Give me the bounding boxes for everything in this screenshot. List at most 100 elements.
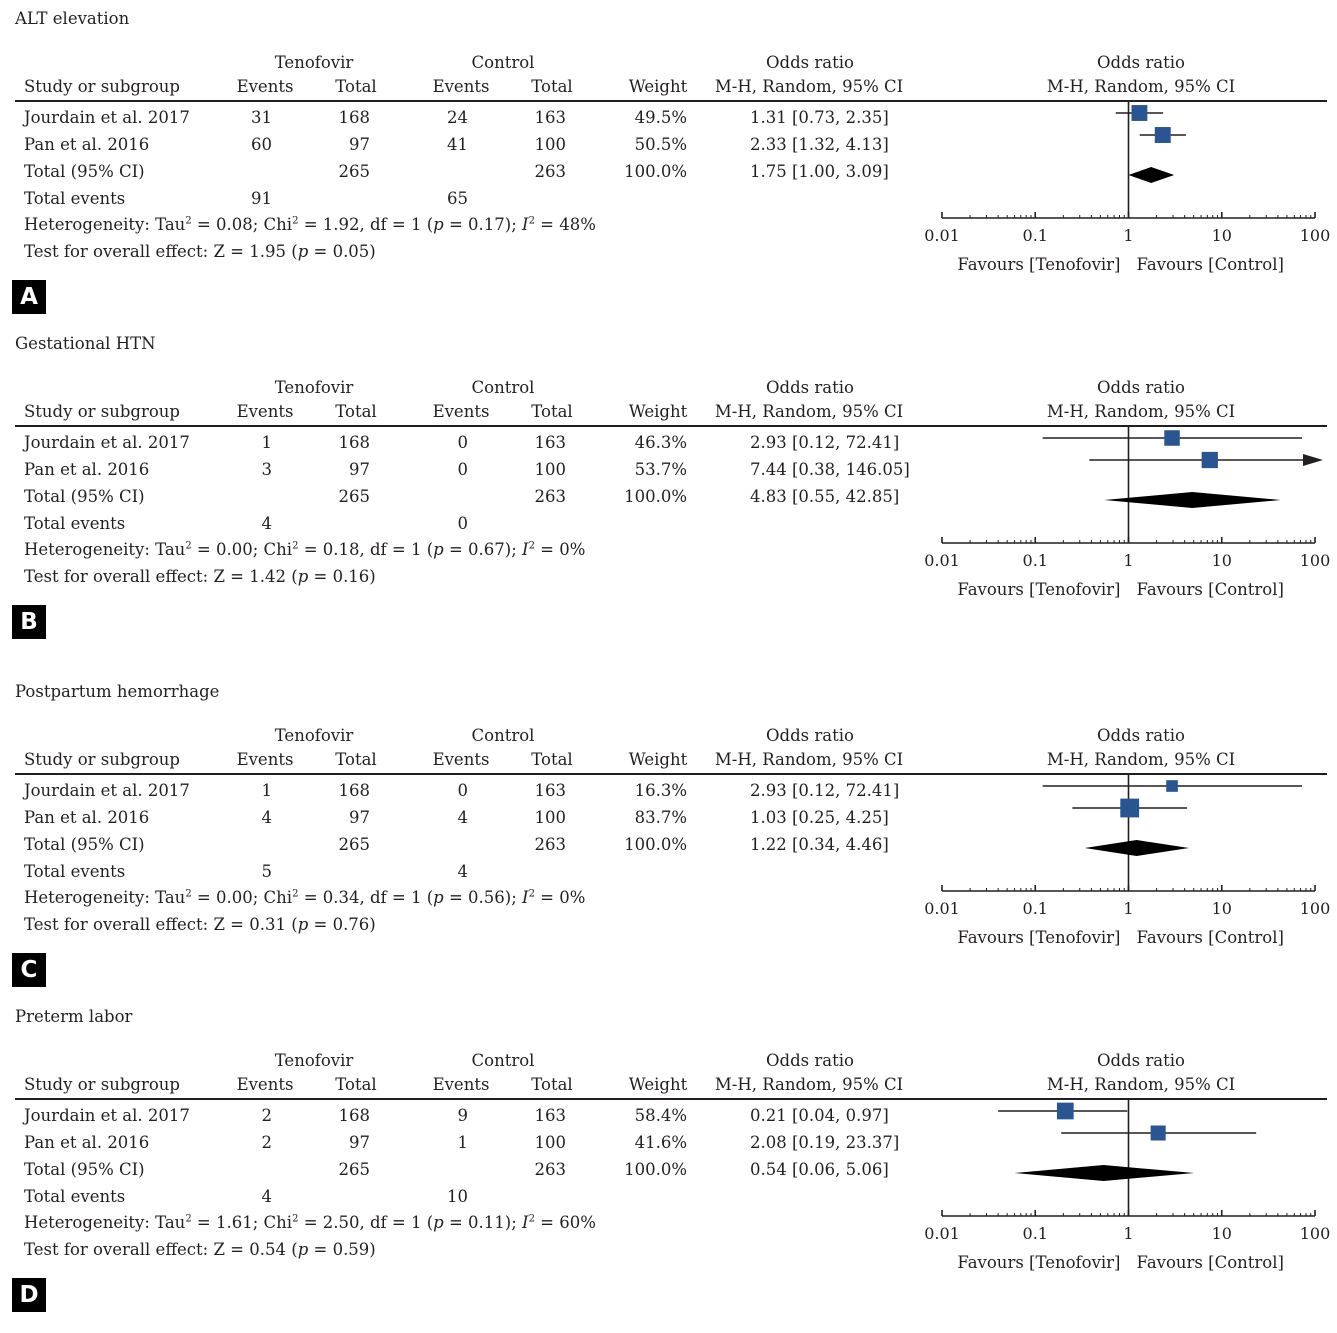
study-name: Pan et al. 2016 [24,135,150,154]
total1-value: 168 [338,1106,371,1125]
x-tick-label: 100 [1300,1224,1331,1243]
heterogeneity-stats: Heterogeneity: Tau2 = 1.61; Chi2 = 2.50,… [24,1213,596,1232]
favours-right-label: Favours [Control] [1137,928,1284,947]
or-ci-value: 2.08 [0.19, 23.37] [750,1133,900,1152]
total1-header: Total [335,750,377,769]
study-marker [1154,127,1171,143]
events1-header: Events [236,402,294,421]
favours-left-label: Favours [Tenofovir] [957,255,1120,274]
total-ci-label: Total (95% CI) [24,1160,145,1179]
group1-header: Tenofovir [274,726,354,745]
x-tick-label: 1 [1123,226,1133,245]
events2-header: Events [432,77,490,96]
favours-left-label: Favours [Tenofovir] [957,580,1120,599]
total-events1: 4 [261,514,273,533]
total2-value: 163 [534,781,567,800]
favours-right-label: Favours [Control] [1137,1253,1284,1272]
weight-value: 53.7% [634,460,687,479]
x-tick-label: 0.1 [1023,551,1048,570]
forest-plot-panel-a: ALT elevation Tenofovir Control Odds rat… [0,0,1337,325]
forest-plot: 0.01 0.1 1 10 100 Favours [Tenofovir] Favours … [924,425,1330,599]
weight-header: Weight [628,77,688,96]
study-marker [1120,798,1140,818]
favours-left-label: Favours [Tenofovir] [957,1253,1120,1272]
total2-value: 163 [534,1106,567,1125]
total-events-label: Total events [24,862,126,881]
heterogeneity-stats: Heterogeneity: Tau2 = 0.08; Chi2 = 1.92,… [24,215,596,234]
or-plot-title-header: Odds ratio [1097,53,1185,72]
total1-value: 168 [338,781,371,800]
panel-letter: C [12,953,46,987]
events2-value: 0 [457,460,469,479]
pooled-diamond [1084,840,1190,856]
total1-value: 97 [349,135,370,154]
study-marker [1164,430,1180,446]
x-tick-label: 10 [1212,1224,1232,1243]
panel-title: Gestational HTN [15,334,156,353]
total2-value: 263 [534,1160,567,1179]
header-rule [15,425,1327,427]
header-rule [15,773,1327,775]
forest-plot: 0.01 0.1 1 10 100 Favours [Tenofovir] Favours … [924,773,1330,947]
or-ci-value: 2.93 [0.12, 72.41] [750,433,900,452]
ci-arrow [1303,454,1323,466]
panel-title: Preterm labor [15,1007,133,1026]
group2-header: Control [471,378,535,397]
events2-value: 24 [447,108,468,127]
x-tick-label: 1 [1123,899,1133,918]
total1-header: Total [335,1075,377,1094]
x-tick-label: 0.01 [924,1224,960,1243]
or-ci-value: 2.93 [0.12, 72.41] [750,781,900,800]
weight-value: 16.3% [634,781,687,800]
panel-title: Postpartum hemorrhage [15,682,220,701]
total-weight: 100.0% [624,162,687,181]
events1-value: 2 [261,1106,273,1125]
panel-letter: D [12,1278,46,1312]
total-events1: 4 [261,1187,273,1206]
total-or-ci: 0.54 [0.06, 5.06] [750,1160,889,1179]
study-name: Jourdain et al. 2017 [24,108,190,127]
or-method-header: M-H, Random, 95% CI [714,750,904,769]
study-name: Jourdain et al. 2017 [24,781,190,800]
weight-header: Weight [628,1075,688,1094]
events1-value: 3 [261,460,273,479]
total2-header: Total [531,750,573,769]
events1-header: Events [236,1075,294,1094]
or-title-header: Odds ratio [766,1051,854,1070]
total-or-ci: 1.22 [0.34, 4.46] [750,835,889,854]
or-ci-value: 2.33 [1.32, 4.13] [750,135,889,154]
total-weight: 100.0% [624,1160,687,1179]
total-events1: 91 [251,189,272,208]
x-tick-label: 10 [1212,226,1232,245]
or-method-header: M-H, Random, 95% CI [714,402,904,421]
events2-header: Events [432,1075,490,1094]
group1-header: Tenofovir [274,378,354,397]
overall-effect-test: Test for overall effect: Z = 0.31 (p = 0… [24,915,376,934]
events1-value: 2 [261,1133,273,1152]
forest-plot: 0.01 0.1 1 10 100 Favours [Tenofovir] Favours … [924,1098,1331,1272]
events2-value: 9 [457,1106,469,1125]
total2-value: 100 [534,1133,567,1152]
or-ci-value: 7.44 [0.38, 146.05] [750,460,910,479]
total1-value: 168 [338,108,371,127]
total-events2: 65 [447,189,468,208]
events1-value: 1 [261,433,273,452]
weight-value: 46.3% [634,433,687,452]
group2-header: Control [471,726,535,745]
events2-value: 41 [447,135,468,154]
total2-header: Total [531,77,573,96]
or-plot-method-header: M-H, Random, 95% CI [1046,77,1236,96]
x-tick-label: 1 [1123,1224,1133,1243]
pooled-diamond [1104,492,1281,508]
overall-effect-test: Test for overall effect: Z = 1.42 (p = 0… [24,567,376,586]
total2-value: 100 [534,460,567,479]
favours-right-label: Favours [Control] [1137,580,1284,599]
x-tick-label: 0.1 [1023,899,1048,918]
total-weight: 100.0% [624,487,687,506]
panel-title: ALT elevation [15,9,130,28]
or-plot-method-header: M-H, Random, 95% CI [1046,750,1236,769]
total1-value: 97 [349,460,370,479]
forest-plot-panel-b: Gestational HTN Tenofovir Control Odds r… [0,325,1337,650]
or-plot-title-header: Odds ratio [1097,1051,1185,1070]
total-events1: 5 [261,862,273,881]
